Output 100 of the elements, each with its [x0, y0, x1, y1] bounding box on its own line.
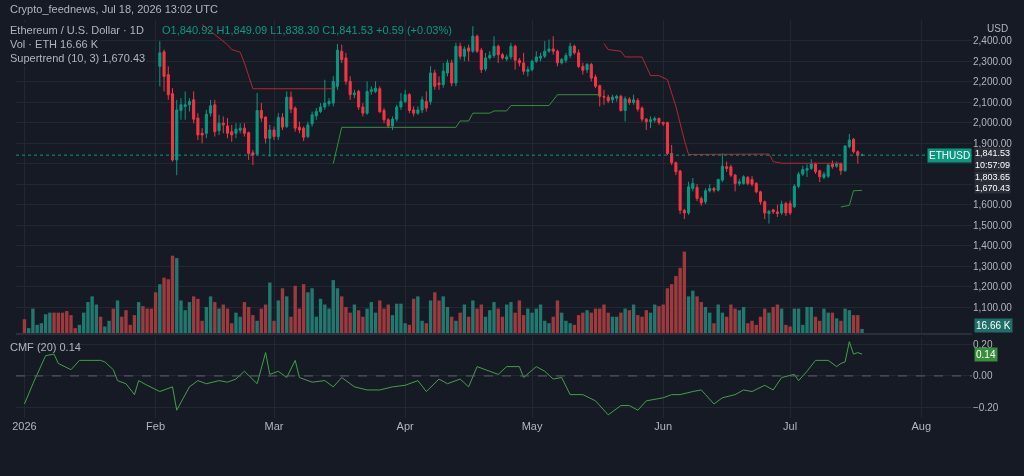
text: 16.66 K [976, 320, 1011, 331]
bar [602, 304, 606, 333]
bar [31, 308, 35, 333]
candlestick [830, 160, 834, 170]
candlestick [653, 115, 657, 124]
bar [657, 306, 661, 333]
candlestick [780, 200, 784, 216]
bar [356, 310, 361, 333]
candlestick [560, 57, 564, 66]
text: 1,803.65 [975, 172, 1011, 182]
candlestick [217, 114, 221, 136]
bar [416, 296, 420, 333]
candlestick [454, 42, 458, 87]
candlestick [712, 186, 716, 193]
bar [124, 310, 128, 333]
candlestick [648, 115, 653, 129]
bar [695, 296, 699, 333]
bar [196, 298, 200, 333]
candlestick [615, 94, 619, 102]
bar [737, 310, 742, 333]
bar [441, 296, 445, 333]
chart-title: Vol · ETH 16.66 K [10, 38, 99, 50]
bar [454, 320, 458, 333]
bar [162, 277, 166, 333]
bar [805, 306, 809, 333]
bar [145, 308, 149, 333]
bar [526, 308, 530, 333]
candlestick [365, 80, 369, 116]
candlestick [805, 163, 809, 178]
candlestick [352, 89, 356, 99]
candlestick [374, 80, 378, 94]
candlestick [471, 25, 475, 54]
candlestick [632, 94, 636, 106]
bar [581, 312, 585, 333]
bar [619, 312, 623, 333]
candlestick [450, 59, 454, 87]
bar [750, 320, 754, 333]
bar [272, 320, 276, 333]
bar [285, 296, 289, 333]
bar [268, 282, 272, 333]
bar [826, 312, 830, 333]
candlestick [238, 122, 242, 134]
candlestick [285, 90, 289, 129]
y-tick-label: −0.20 [973, 401, 999, 413]
candlestick [221, 115, 225, 134]
bar [255, 320, 259, 333]
candlestick [725, 161, 729, 173]
candlestick [204, 109, 208, 139]
text: 0.14 [976, 349, 996, 360]
bar [530, 312, 534, 333]
bar [509, 302, 513, 333]
bar [784, 324, 788, 333]
y-tick-label: 2,000.00 [973, 117, 1013, 129]
candlestick [272, 126, 276, 141]
x-tick-label: May [521, 420, 543, 432]
y-tick-label: 1,600.00 [973, 199, 1013, 211]
candlestick [742, 174, 746, 186]
bar [310, 288, 314, 333]
bar [771, 306, 775, 333]
candlestick [657, 116, 661, 126]
bar [340, 296, 344, 333]
y-tick-label: 2,100.00 [973, 96, 1013, 108]
candlestick [429, 65, 433, 106]
bar [733, 308, 737, 333]
y-axis-title: USD [987, 23, 1009, 34]
candlestick [484, 52, 488, 72]
candlestick [543, 40, 547, 59]
bar [517, 300, 522, 333]
candlestick [467, 44, 471, 62]
x-tick-label: Aug [911, 420, 932, 432]
bar [158, 284, 162, 333]
x-tick-label: Jul [783, 420, 798, 432]
candlestick [496, 44, 500, 64]
bar [399, 303, 403, 333]
x-tick-label: Feb [146, 420, 166, 432]
y-tick-label: 1,300.00 [973, 260, 1013, 272]
bar [767, 312, 771, 333]
bar [834, 318, 839, 333]
bar [847, 310, 852, 333]
candlestick [280, 112, 285, 131]
candlestick [522, 52, 526, 76]
y-tick-label: 2,300.00 [973, 55, 1013, 67]
candlestick [737, 178, 741, 187]
y-tick-label: 1,400.00 [973, 240, 1013, 252]
y-tick-label: 2,200.00 [973, 76, 1013, 88]
bar [471, 300, 475, 333]
candlestick [547, 39, 551, 54]
candlestick [209, 99, 213, 117]
y-tick-label: 1,100.00 [973, 301, 1013, 313]
bar [48, 312, 52, 333]
candlestick [767, 209, 771, 225]
bar [43, 314, 48, 333]
x-tick-label: 2026 [12, 420, 37, 432]
bar [141, 306, 145, 333]
x-tick-label: Jun [654, 420, 673, 432]
candlestick [784, 201, 788, 217]
bar [90, 296, 94, 333]
candlestick [771, 209, 775, 215]
candlestick [687, 181, 691, 216]
bar [52, 312, 56, 333]
